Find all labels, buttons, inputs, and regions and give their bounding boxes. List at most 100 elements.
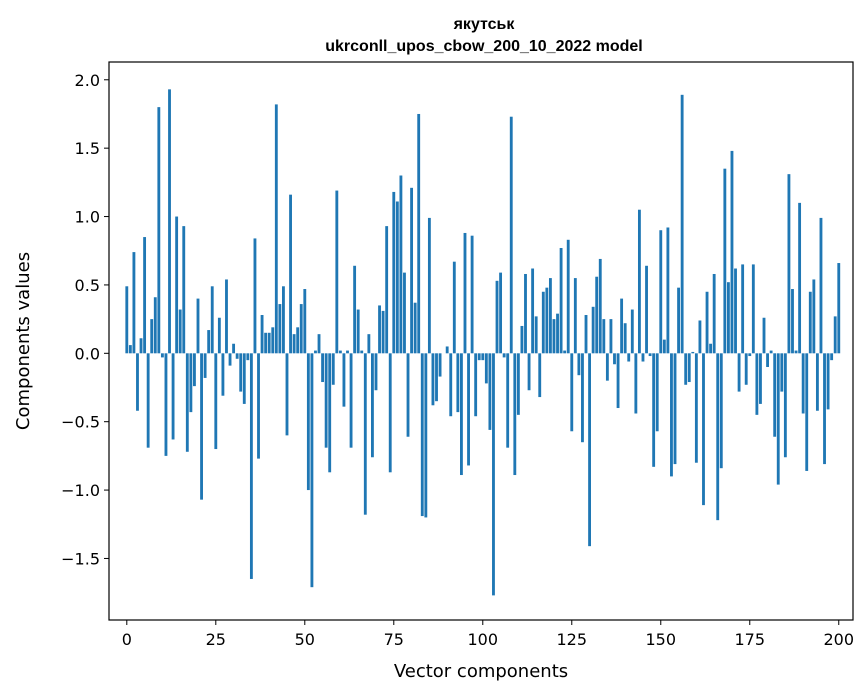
bar [399,175,403,354]
bar [193,353,196,387]
bar [719,353,723,469]
bar [823,353,826,465]
bar [132,252,136,354]
bar [271,327,275,354]
chart-subtitle: ukrconll_upos_cbow_200_10_2022 model [325,38,642,55]
bar [634,353,638,414]
bar [427,217,431,354]
bar [570,353,574,432]
bar [556,313,559,354]
bar [755,353,759,415]
bar [627,353,631,362]
bar [605,353,609,381]
bar [616,353,620,409]
bar [598,258,602,354]
bar [773,353,777,437]
bar [759,353,762,404]
bar [171,353,175,440]
x-axis-ticks: 0 25 50 75 100 125 150 175 200 [122,620,854,649]
bar [385,226,389,354]
bar [527,353,531,391]
bar [196,298,200,354]
bar [310,353,314,588]
bar [392,191,396,354]
bar [513,353,517,476]
bar [413,302,417,354]
plot-frame [108,61,854,621]
bar [356,309,360,354]
bar [776,353,780,485]
bar [573,278,577,354]
bar [702,353,705,506]
bar [342,353,346,407]
bar [317,334,321,354]
bar [801,353,805,414]
bar [812,279,816,354]
y-tick-label: 0.0 [75,344,100,363]
bar [723,168,727,354]
bar [677,287,680,354]
bar [292,334,296,354]
y-tick-label: 0.5 [75,276,100,295]
bar [805,353,809,471]
bar [808,291,812,354]
bar [595,276,599,354]
bar [189,353,193,413]
bar [321,353,325,383]
bar [225,279,228,354]
bar [435,353,438,402]
bar [581,353,584,443]
bar [160,353,164,358]
bar [410,187,414,354]
x-tick-label: 0 [122,630,132,649]
bar [516,353,520,415]
bar [431,353,435,406]
bar [499,272,503,354]
bar [534,316,538,354]
bar [488,353,492,430]
bar [403,272,406,354]
bar [175,216,179,354]
bar [670,353,673,477]
bar [228,353,232,366]
bar [613,353,616,365]
bar [662,339,666,354]
y-tick-label: 2.0 [75,71,100,90]
bar [791,289,794,354]
bar [648,353,652,357]
bar [232,343,236,354]
bar [406,353,410,437]
bar [395,201,399,354]
bar [282,286,285,354]
bar [456,353,460,413]
bar [285,353,289,436]
chart-title: якутськ [453,16,516,33]
bar [210,286,214,354]
bar [709,343,713,354]
bar [787,174,791,354]
y-tick-label: −0.5 [61,413,100,432]
x-tick-label: 75 [384,630,404,649]
bar [253,238,257,354]
bar [694,353,698,463]
bar [306,353,310,491]
bar [645,265,648,354]
bar [830,353,834,361]
bar [299,304,303,354]
bar [524,273,527,354]
bar [484,353,488,384]
bar [353,265,357,354]
bar [584,315,588,354]
bar [303,289,307,354]
bar [239,353,243,392]
bar [748,353,752,357]
bar [417,113,421,354]
bar [726,282,730,354]
bar [445,346,449,354]
bar [328,353,332,473]
bar [136,353,139,411]
bar [378,305,381,354]
bar [214,353,218,450]
bar-series [125,89,841,596]
